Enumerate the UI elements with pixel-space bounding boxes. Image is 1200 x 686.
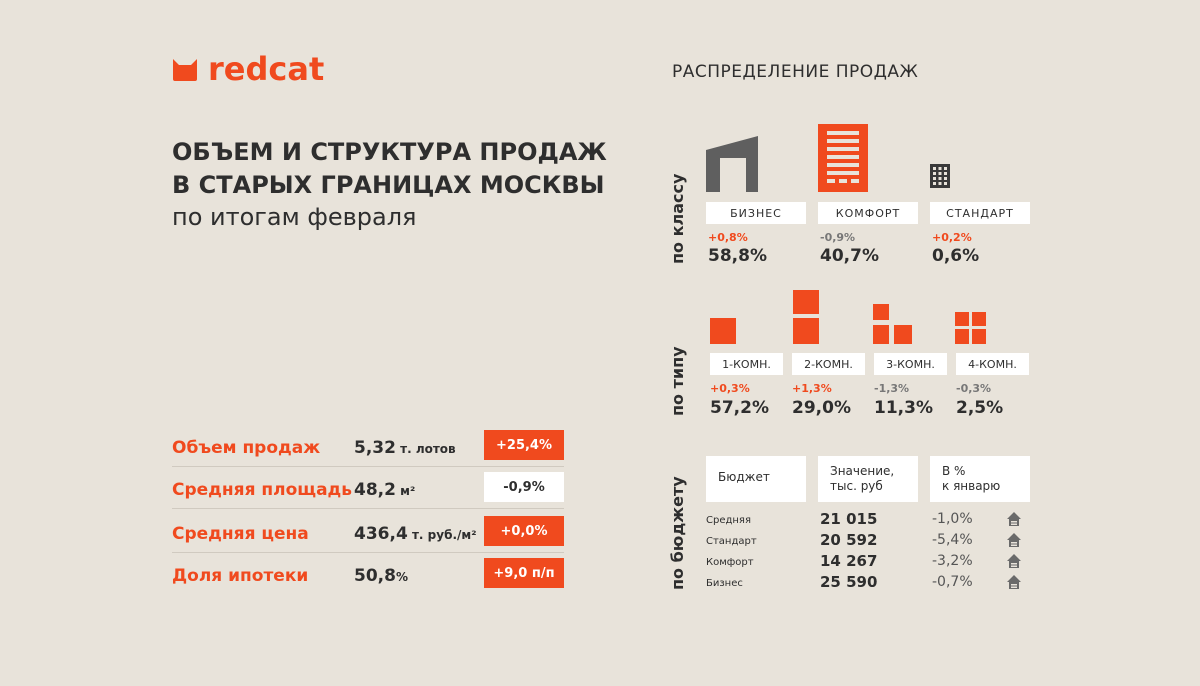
class-share-standard: 0,6% xyxy=(932,246,980,266)
budget-row-name: Стандарт xyxy=(706,536,757,547)
budget-row-value: 20 592 xyxy=(820,531,878,549)
budget-row-value: 14 267 xyxy=(820,552,878,570)
by-class-label: по классу xyxy=(668,173,687,264)
cat-ears-icon xyxy=(173,59,197,81)
metric-row-mortgage-share: Доля ипотеки 50,8% +9,0 п/п xyxy=(172,558,564,600)
metric-unit: м² xyxy=(395,484,416,498)
type-change-2room: +1,3% xyxy=(792,382,832,395)
business-building-icon xyxy=(706,136,758,192)
class-change-standard: +0,2% xyxy=(932,231,972,244)
type-tag-2room: 2-КОМН. xyxy=(792,353,865,375)
room-block xyxy=(955,329,969,344)
standard-building-icon xyxy=(930,164,950,188)
budget-row-change: -0,7% xyxy=(932,574,973,590)
class-tag-standard: СТАНДАРТ xyxy=(930,202,1030,224)
divider xyxy=(172,508,564,509)
page-title: ОБЪЕМ И СТРУКТУРА ПРОДАЖ В СТАРЫХ ГРАНИЦ… xyxy=(172,136,607,202)
budget-row-value: 25 590 xyxy=(820,573,878,591)
room-block xyxy=(894,325,912,344)
comfort-building-icon xyxy=(818,124,868,192)
budget-row-name: Средняя xyxy=(706,515,751,526)
class-share-comfort: 40,7% xyxy=(820,246,879,266)
type-tag-4room: 4-КОМН. xyxy=(956,353,1029,375)
room-block xyxy=(955,312,969,326)
by-type-label: по типу xyxy=(668,346,687,416)
budget-header-name: Бюджет xyxy=(706,456,806,502)
metric-number: 5,32 xyxy=(354,438,396,458)
by-budget-label: по бюджету xyxy=(668,476,687,590)
class-change-business: +0,8% xyxy=(708,231,748,244)
house-icon xyxy=(1007,554,1021,568)
metric-unit: т. руб./м² xyxy=(407,528,477,542)
class-share-business: 58,8% xyxy=(708,246,767,266)
divider xyxy=(172,552,564,553)
header-text: В % xyxy=(942,464,966,478)
header-text: к январю xyxy=(942,479,1001,493)
room-block xyxy=(972,312,986,326)
room-block xyxy=(793,318,819,344)
type-share-4room: 2,5% xyxy=(956,398,1004,418)
type-tag-3room: 3-КОМН. xyxy=(874,353,947,375)
type-share-3room: 11,3% xyxy=(874,398,933,418)
metric-row-average-price: Средняя цена 436,4 т. руб./м² +0,0% xyxy=(172,516,564,558)
class-change-comfort: -0,9% xyxy=(820,231,856,244)
budget-row-change: -1,0% xyxy=(932,511,973,527)
metric-delta-badge: -0,9% xyxy=(484,472,564,502)
distribution-title: РАСПРЕДЕЛЕНИЕ ПРОДАЖ xyxy=(672,62,919,82)
room-block xyxy=(972,329,986,344)
type-change-3room: -1,3% xyxy=(874,382,910,395)
type-tag-1room: 1-КОМН. xyxy=(710,353,783,375)
metric-label: Средняя цена xyxy=(172,524,309,544)
house-icon xyxy=(1007,575,1021,589)
room-block xyxy=(873,304,889,320)
brand-name: redcat xyxy=(208,50,325,88)
budget-row-name: Комфорт xyxy=(706,557,754,568)
metric-label: Средняя площадь xyxy=(172,480,353,500)
metric-label: Доля ипотеки xyxy=(172,566,309,586)
metric-value: 48,2 м² xyxy=(354,480,415,500)
metric-number: 50,8 xyxy=(354,566,396,586)
divider xyxy=(172,466,564,467)
header-text: Значение, xyxy=(830,464,895,478)
metric-value: 436,4 т. руб./м² xyxy=(354,524,476,544)
brand-logo: redcat xyxy=(172,50,324,88)
metric-unit: % xyxy=(395,570,408,584)
budget-row-change: -3,2% xyxy=(932,553,973,569)
page-subtitle: по итогам февраля xyxy=(172,203,417,231)
budget-row-value: 21 015 xyxy=(820,510,878,528)
metric-delta-badge: +0,0% xyxy=(484,516,564,546)
budget-header-change: В % к январю xyxy=(930,456,1030,502)
metric-unit: т. лотов xyxy=(395,442,456,456)
metric-value: 5,32 т. лотов xyxy=(354,438,456,458)
house-icon xyxy=(1007,512,1021,526)
metric-delta-badge: +9,0 п/п xyxy=(484,558,564,588)
title-line-2: В СТАРЫХ ГРАНИЦАХ МОСКВЫ xyxy=(172,171,605,199)
header-text: тыс. руб xyxy=(830,479,883,493)
metric-number: 48,2 xyxy=(354,480,396,500)
class-tag-business: БИЗНЕС xyxy=(706,202,806,224)
type-share-2room: 29,0% xyxy=(792,398,851,418)
header-text: Бюджет xyxy=(718,470,770,484)
title-line-1: ОБЪЕМ И СТРУКТУРА ПРОДАЖ xyxy=(172,138,607,166)
budget-row-change: -5,4% xyxy=(932,532,973,548)
room-block xyxy=(793,290,819,314)
metric-value: 50,8% xyxy=(354,566,408,586)
metric-label: Объем продаж xyxy=(172,438,321,458)
metric-delta-badge: +25,4% xyxy=(484,430,564,460)
budget-row-name: Бизнес xyxy=(706,578,743,589)
metric-number: 436,4 xyxy=(354,524,408,544)
type-change-1room: +0,3% xyxy=(710,382,750,395)
one-room-icon xyxy=(710,318,736,344)
metric-row-sales-volume: Объем продаж 5,32 т. лотов +25,4% xyxy=(172,430,564,472)
type-share-1room: 57,2% xyxy=(710,398,769,418)
class-tag-comfort: КОМФОРТ xyxy=(818,202,918,224)
house-icon xyxy=(1007,533,1021,547)
budget-header-value: Значение, тыс. руб xyxy=(818,456,918,502)
type-change-4room: -0,3% xyxy=(956,382,992,395)
room-block xyxy=(873,325,889,344)
metric-row-average-area: Средняя площадь 48,2 м² -0,9% xyxy=(172,472,564,514)
